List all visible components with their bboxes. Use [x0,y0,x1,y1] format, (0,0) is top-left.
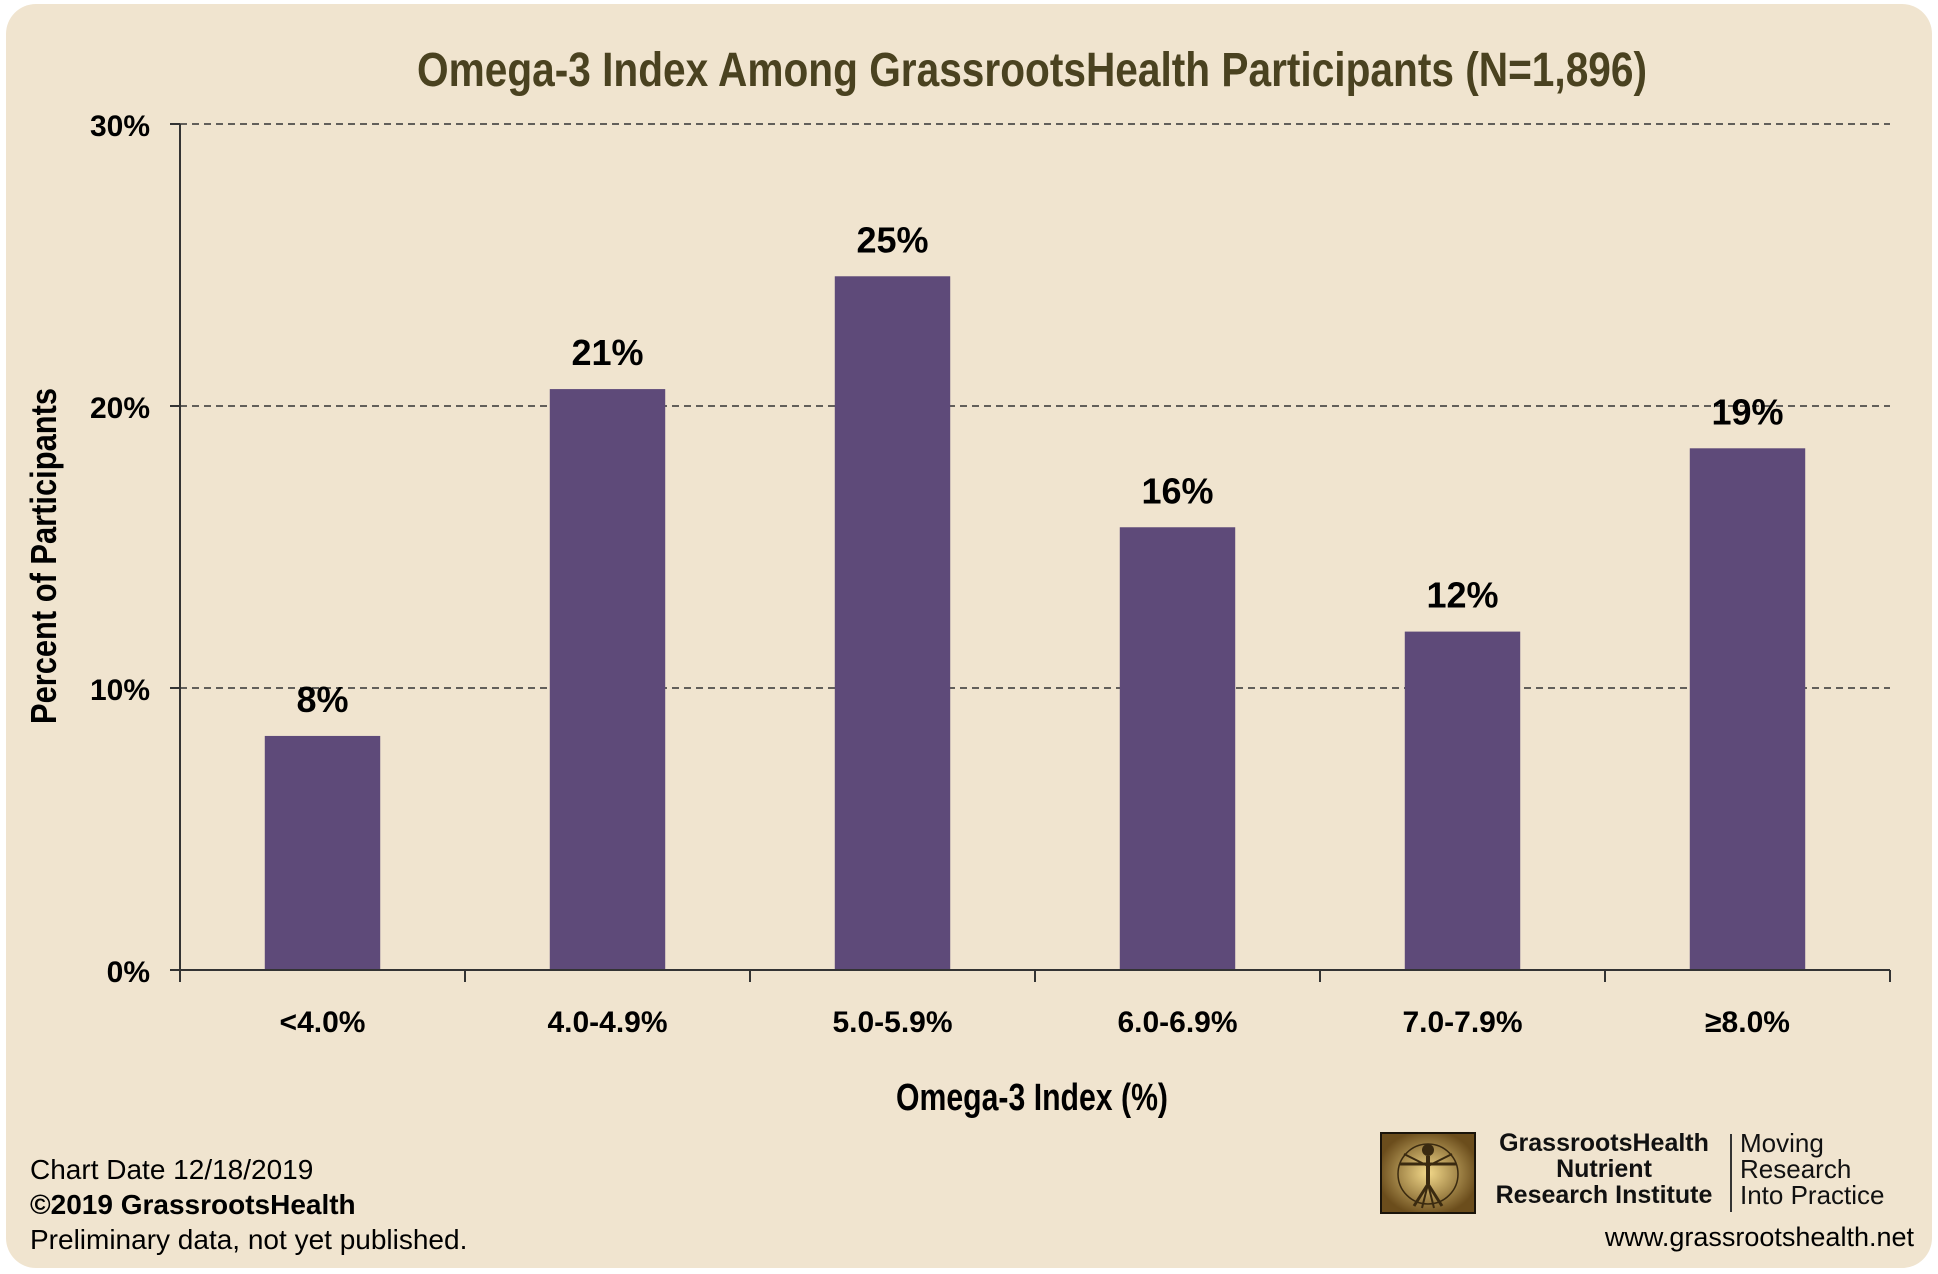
x-tick-label: ≥8.0% [1705,1006,1790,1039]
bar [1119,527,1236,970]
bar [1404,631,1521,970]
chart-title: Omega-3 Index Among GrassrootsHealth Par… [417,44,1647,97]
x-tick-label: 6.0-6.9% [1117,1006,1237,1039]
data-labels: 8% 21% 25% 16% 12% 19% [296,219,1783,720]
chart-card: Omega-3 Index Among GrassrootsHealth Par… [6,4,1932,1268]
vitruvian-man-icon [1380,1132,1476,1214]
x-tick-label: 4.0-4.9% [547,1006,667,1039]
y-tick-label: 10% [90,674,150,707]
x-tick-label: 7.0-7.9% [1402,1006,1522,1039]
data-label: 19% [1711,391,1783,432]
y-tick-label: 0% [107,956,150,989]
y-axis-title: Percent of Participants [23,388,64,724]
bar [834,276,951,970]
bar [1689,448,1806,970]
logo-name-line2: Nutrient [1556,1155,1652,1183]
x-tick-label: 5.0-5.9% [832,1006,952,1039]
bars [264,276,1806,971]
logo-tagline-line2: Research [1740,1154,1852,1184]
x-axis-title: Omega-3 Index (%) [896,1077,1168,1119]
data-label: 8% [296,679,348,720]
logo-name-line1: GrassrootsHealth [1499,1129,1709,1157]
logo-tagline: Moving Research Into Practice [1740,1130,1910,1208]
data-label: 12% [1426,575,1498,616]
bar [264,735,381,970]
logo-name: GrassrootsHealth Nutrient Research Insti… [1484,1130,1724,1208]
website-url: www.grassrootshealth.net [1604,1222,1914,1252]
y-axis-ticks: 0% 10% 20% 30% [90,110,180,989]
x-axis-ticks: <4.0% 4.0-4.9% 5.0-5.9% 6.0-6.9% 7.0-7.9% ≥8.… [179,970,1891,1039]
logo-name-line3: Research Institute [1495,1181,1713,1209]
logo-divider [1730,1134,1732,1212]
x-tick-label: <4.0% [280,1006,366,1039]
data-label: 21% [571,332,643,373]
data-label: 25% [856,219,928,260]
chart-area: Omega-3 Index Among GrassrootsHealth Par… [23,44,1891,1119]
bar [549,389,666,971]
y-tick-label: 30% [90,110,150,143]
y-tick-label: 20% [90,392,150,425]
grassrootshealth-logo: GrassrootsHealth Nutrient Research Insti… [1380,1130,1910,1216]
footer-notes: Chart Date 12/18/2019 ©2019 GrassrootsHe… [30,1152,467,1257]
gridlines [180,123,1890,689]
chart-date: Chart Date 12/18/2019 [30,1154,314,1185]
copyright: ©2019 GrassrootsHealth [30,1189,356,1220]
logo-tagline-line1: Moving [1740,1128,1824,1158]
preliminary-note: Preliminary data, not yet published. [30,1224,468,1255]
data-label: 16% [1141,470,1213,511]
logo-tagline-line3: Into Practice [1740,1180,1885,1210]
